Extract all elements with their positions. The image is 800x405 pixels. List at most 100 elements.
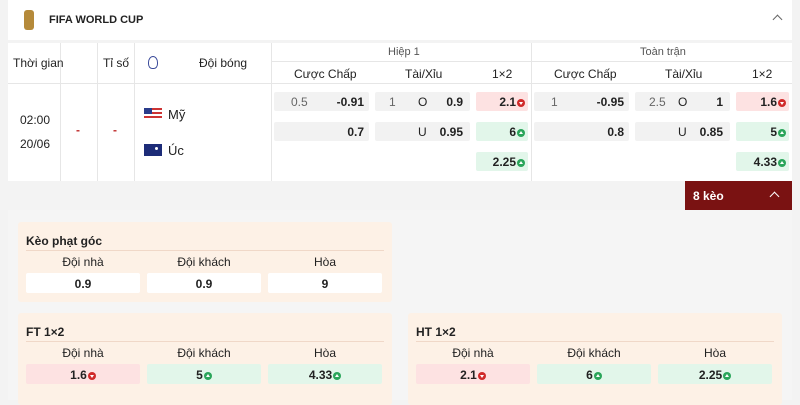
x12-cell: 5 — [736, 122, 789, 141]
odds-panel: FT 1×2 Đội nhà 1.6 Đội khách 5 Hòa 4.33 — [18, 313, 392, 405]
x12-cell: 6 — [476, 122, 528, 141]
panel-label: Đội nhà — [452, 346, 494, 360]
col-team: Đội bóng — [199, 56, 248, 70]
panel-title: FT 1×2 — [26, 325, 65, 339]
handicap-home: -0.95 — [596, 95, 624, 109]
trend-icon — [333, 372, 342, 380]
group-full: Toàn trận — [640, 46, 686, 58]
col-total: Tài/Xỉu — [405, 67, 443, 81]
trend-icon — [87, 372, 96, 380]
x12-cell: 2.1 — [476, 92, 528, 111]
handicap-line: 1 — [551, 95, 558, 109]
total-cell — [635, 122, 730, 141]
handicap-cell — [534, 92, 629, 111]
trend-icon — [778, 99, 786, 107]
panel-label: Hòa — [703, 346, 726, 360]
panel-odds: 6 — [537, 368, 651, 382]
panel-odds-cell: 6 — [537, 364, 651, 384]
x12-odds: 6 — [509, 125, 525, 139]
panel-label: Hòa — [313, 346, 336, 360]
trend-icon — [778, 159, 786, 167]
over-odds: 1 — [716, 95, 723, 109]
panel-odds-cell: 2.25 — [658, 364, 772, 384]
total-line: 2.5 — [649, 95, 666, 109]
group-half: Hiệp 1 — [388, 46, 420, 58]
over-odds: 0.9 — [446, 95, 463, 109]
divider — [8, 83, 792, 84]
trend-icon — [477, 372, 486, 380]
panel-odds: 1.6 — [26, 368, 140, 382]
trend-icon — [203, 372, 212, 380]
col-time: Thời gian — [13, 56, 64, 70]
x12-odds: 1.6 — [760, 95, 786, 109]
handicap-away: 0.8 — [607, 125, 624, 139]
panel-odds-cell: 4.33 — [268, 364, 382, 384]
panel-label: Đội khách — [177, 255, 231, 269]
match-date: 20/06 — [20, 137, 51, 151]
panel-odds: 0.9 — [74, 277, 92, 291]
cup-icon — [24, 10, 34, 30]
col-1x2: 1×2 — [752, 67, 773, 81]
x12-cell: 1.6 — [736, 92, 789, 111]
trend-icon — [517, 129, 525, 137]
panel-odds-cell: 5 — [147, 364, 261, 384]
x12-odds: 4.33 — [754, 155, 786, 169]
odds-panel: Kèo phạt góc Đội nhà 0.9 Đội khách 0.9 Hòa 9 — [18, 222, 392, 302]
panel-odds: 5 — [147, 368, 261, 382]
odds-table: Thời gian Tỉ số Đội bóng Hiệp 1 Toàn trậ… — [8, 43, 792, 181]
divider — [134, 43, 135, 181]
divider — [26, 250, 384, 251]
trend-icon — [593, 372, 602, 380]
panel-title: HT 1×2 — [416, 325, 456, 339]
match-time: 02:00 — [20, 113, 51, 127]
handicap-cell — [274, 122, 369, 141]
col-score: Tỉ số — [103, 56, 130, 70]
chevron — [769, 191, 780, 202]
divider — [416, 341, 774, 342]
score-home: - — [76, 123, 80, 137]
divider — [531, 43, 532, 181]
under-label: U — [678, 125, 687, 139]
trend-icon — [778, 129, 786, 137]
more-odds-button[interactable]: 8 kèo — [685, 181, 792, 210]
score-away: - — [113, 123, 117, 137]
divider — [271, 43, 272, 181]
total-cell — [635, 92, 730, 111]
flag-au — [144, 144, 162, 156]
handicap-line: 0.5 — [291, 95, 308, 109]
handicap-cell — [534, 122, 629, 141]
divider — [271, 61, 792, 62]
x12-cell: 4.33 — [736, 152, 789, 171]
collapse-chevron[interactable] — [772, 14, 783, 25]
trend-icon — [517, 159, 525, 167]
total-cell — [375, 122, 470, 141]
under-odds: 0.85 — [699, 125, 723, 139]
col-1x2: 1×2 — [492, 67, 513, 81]
col-total: Tài/Xỉu — [665, 67, 703, 81]
trend-icon — [517, 99, 525, 107]
x12-odds: 2.1 — [499, 95, 525, 109]
panel-label: Đội khách — [567, 346, 621, 360]
panel-label: Đội nhà — [62, 346, 104, 360]
handicap-away: 0.7 — [347, 125, 364, 139]
panel-label: Đội nhà — [62, 255, 104, 269]
divider — [60, 43, 61, 181]
x12-odds: 5 — [770, 125, 786, 139]
panel-odds: 2.25 — [658, 368, 772, 382]
team-home: Mỹ — [168, 107, 186, 122]
col-handicap: Cược Chấp — [554, 67, 617, 81]
more-odds-label: 8 kèo — [693, 189, 724, 203]
x12-cell: 2.25 — [476, 152, 528, 171]
team-away: Úc — [168, 143, 184, 158]
panel-odds-cell: 1.6 — [26, 364, 140, 384]
panel-odds-cell: 0.9 — [147, 273, 261, 293]
league-title: FIFA WORLD CUP — [49, 14, 144, 26]
under-odds: 0.95 — [439, 125, 463, 139]
panel-odds: 9 — [321, 277, 329, 291]
panel-label: Hòa — [313, 255, 336, 269]
total-cell — [375, 92, 470, 111]
odds-panel: HT 1×2 Đội nhà 2.1 Đội khách 6 Hòa 2.25 — [408, 313, 782, 405]
col-handicap: Cược Chấp — [294, 67, 357, 81]
panel-odds-cell: 9 — [268, 273, 382, 293]
